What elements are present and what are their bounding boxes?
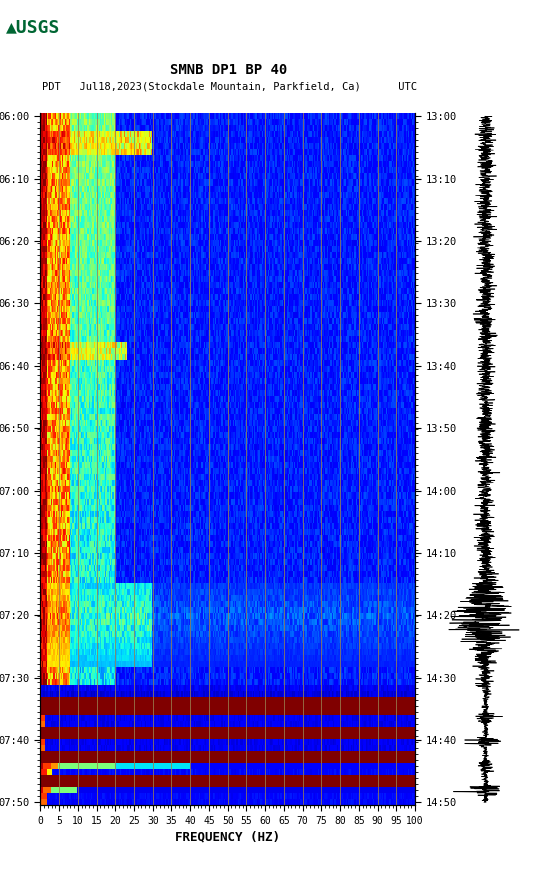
- X-axis label: FREQUENCY (HZ): FREQUENCY (HZ): [175, 830, 280, 843]
- Text: SMNB DP1 BP 40: SMNB DP1 BP 40: [171, 63, 288, 78]
- Text: PDT   Jul18,2023(Stockdale Mountain, Parkfield, Ca)      UTC: PDT Jul18,2023(Stockdale Mountain, Parkf…: [41, 81, 417, 92]
- Text: ▲USGS: ▲USGS: [6, 19, 60, 37]
